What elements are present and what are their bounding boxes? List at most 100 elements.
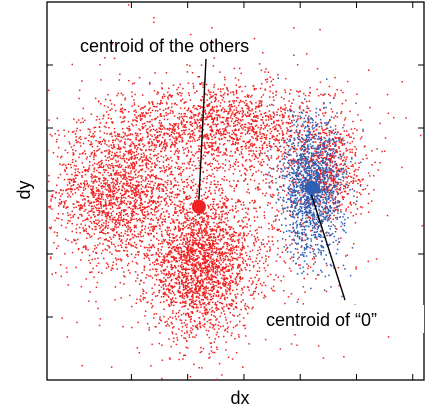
data-point xyxy=(168,87,170,90)
data-point xyxy=(313,137,315,139)
data-point xyxy=(97,214,99,216)
data-point xyxy=(209,289,212,291)
data-point xyxy=(185,267,187,269)
data-point xyxy=(217,260,220,262)
data-point xyxy=(56,232,58,234)
data-point xyxy=(141,159,144,161)
data-point xyxy=(158,291,160,294)
data-point xyxy=(192,257,195,259)
data-point xyxy=(163,293,165,296)
data-point xyxy=(167,216,170,218)
data-point xyxy=(118,79,121,81)
data-point xyxy=(231,250,233,252)
data-point xyxy=(251,125,254,128)
data-point xyxy=(102,228,105,230)
data-point xyxy=(242,119,244,121)
data-point xyxy=(60,224,63,227)
data-point xyxy=(219,325,222,328)
data-point xyxy=(200,118,202,120)
data-point xyxy=(56,155,59,158)
data-point xyxy=(246,264,248,267)
data-point xyxy=(227,211,230,214)
data-point xyxy=(160,142,163,145)
data-point xyxy=(179,228,182,230)
data-point xyxy=(150,212,152,214)
data-point xyxy=(168,94,170,97)
data-point xyxy=(187,275,189,277)
data-point xyxy=(283,98,285,100)
data-point xyxy=(120,92,123,95)
data-point xyxy=(258,278,260,280)
data-point xyxy=(203,245,205,247)
data-point xyxy=(247,112,249,114)
data-point xyxy=(260,140,262,143)
data-point xyxy=(217,163,220,165)
data-point xyxy=(158,289,161,292)
data-point xyxy=(211,262,213,264)
data-point xyxy=(144,254,146,256)
data-point xyxy=(135,254,137,256)
data-point xyxy=(84,169,87,171)
data-point xyxy=(216,155,218,157)
data-point xyxy=(240,294,243,296)
data-point xyxy=(106,217,108,220)
data-point xyxy=(189,268,191,271)
data-point xyxy=(165,280,167,282)
data-point xyxy=(237,266,239,268)
data-point xyxy=(135,194,138,197)
data-point xyxy=(98,118,101,121)
data-point xyxy=(163,259,165,262)
data-point xyxy=(209,239,211,242)
data-point xyxy=(164,170,167,172)
data-point xyxy=(211,112,214,114)
data-point xyxy=(153,209,156,211)
data-point xyxy=(72,159,74,161)
data-point xyxy=(204,119,207,121)
data-point xyxy=(109,150,111,153)
data-point xyxy=(220,133,222,135)
data-point xyxy=(165,154,167,157)
data-point xyxy=(64,169,66,171)
data-point xyxy=(336,202,339,204)
data-point xyxy=(176,219,179,221)
data-point xyxy=(71,173,73,176)
data-point xyxy=(213,221,215,224)
data-point xyxy=(292,146,294,149)
data-point xyxy=(230,275,232,278)
data-point xyxy=(212,233,215,235)
data-point xyxy=(107,244,109,247)
data-point xyxy=(185,268,188,271)
data-point xyxy=(244,145,246,148)
data-point xyxy=(174,208,177,210)
data-point xyxy=(250,123,253,125)
data-point xyxy=(315,129,318,131)
data-point xyxy=(91,235,93,238)
data-point xyxy=(204,264,206,267)
data-point xyxy=(118,185,120,188)
data-point xyxy=(206,255,208,257)
data-point xyxy=(265,68,267,70)
data-point xyxy=(245,308,247,311)
data-point xyxy=(207,249,209,251)
data-point xyxy=(178,309,181,312)
data-point xyxy=(191,125,194,127)
data-point xyxy=(70,185,73,187)
data-point xyxy=(225,130,227,132)
data-point xyxy=(174,265,176,268)
data-point xyxy=(222,261,224,264)
data-point xyxy=(111,243,113,245)
data-point xyxy=(98,180,101,182)
data-point xyxy=(83,189,85,191)
data-point xyxy=(283,166,286,168)
data-point xyxy=(259,110,261,112)
data-point xyxy=(199,217,201,219)
data-point xyxy=(177,126,179,128)
data-point xyxy=(107,227,109,229)
data-point xyxy=(233,105,236,107)
data-point xyxy=(93,233,95,235)
data-point xyxy=(149,138,151,140)
data-point xyxy=(201,275,203,277)
data-point xyxy=(235,245,237,248)
data-point xyxy=(212,239,215,242)
data-point xyxy=(64,201,66,204)
